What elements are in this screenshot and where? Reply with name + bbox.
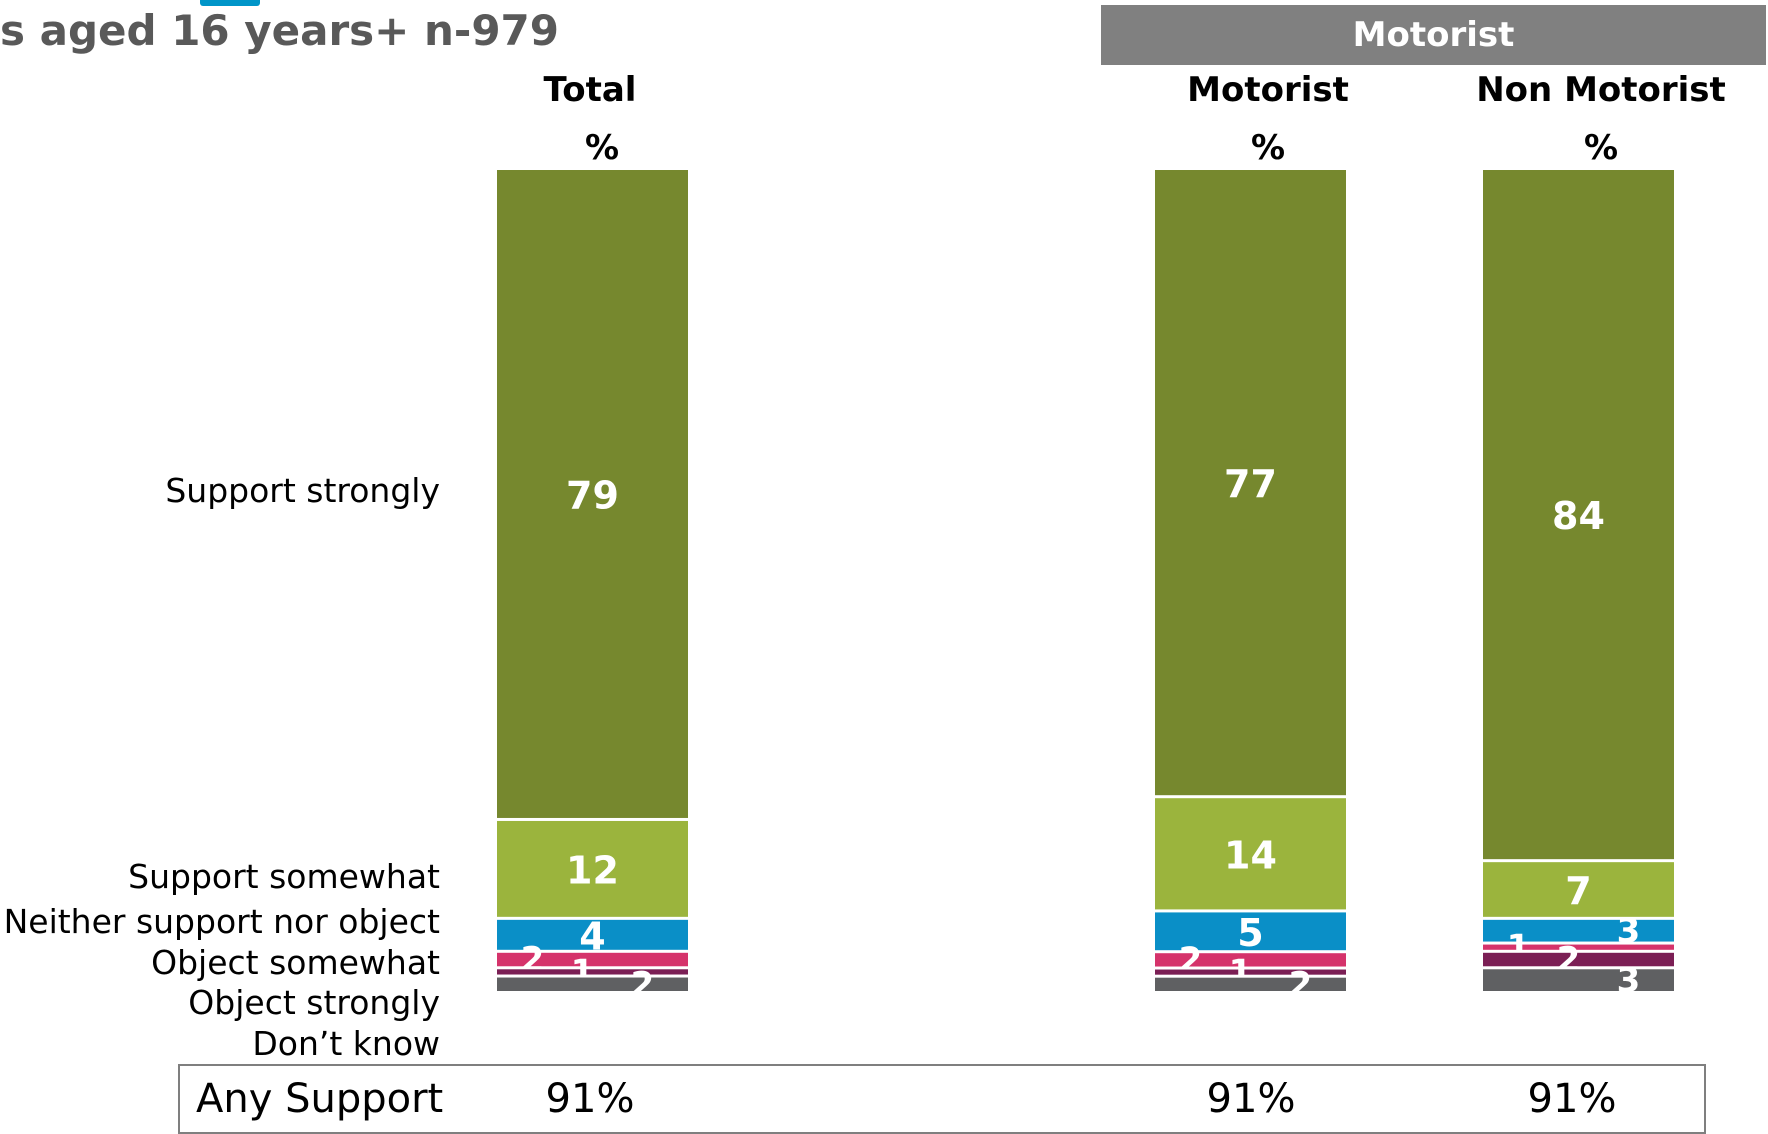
bar-motorist-neither [1155,912,1346,951]
legend-label-support-somewhat: Support somewhat [128,857,440,896]
bar-motorist-object-strongly [1155,969,1346,975]
legend-label-dont-know: Don’t know [252,1024,440,1063]
group-header-motorist: Motorist [1101,5,1766,65]
summary-row-label: Any Support [196,1076,444,1122]
bar-non-motorist-object-somewhat [1483,944,1674,950]
bar-motorist-support-strongly [1155,170,1346,796]
column-title-non-motorist: Non Motorist [1476,70,1726,110]
legend-label-support-strongly: Support strongly [165,471,440,510]
legend-label-object-somewhat: Object somewhat [151,943,440,982]
bar-total-object-strongly [497,969,688,975]
column-unit-motorist: % [1250,128,1286,168]
bar-non-motorist-dont-know [1483,969,1674,991]
legend-label-object-strongly: Object strongly [188,983,440,1022]
group-header-label: Motorist [1352,15,1515,55]
data-label-total-dont-know: 2 [631,965,655,1005]
data-label-total-neither: 4 [579,914,605,958]
data-label-total-support-somewhat: 12 [566,848,619,892]
data-label-non-motorist-dont-know: 3 [1617,961,1641,1001]
data-label-motorist-support-somewhat: 14 [1224,833,1277,877]
bar-non-motorist-support-somewhat [1483,862,1674,917]
bar-total-dont-know [497,977,688,991]
bar-total-neither [497,919,688,950]
data-label-motorist-neither: 5 [1237,911,1263,955]
bar-total-support-somewhat [497,820,688,917]
summary-value-non-motorist: 91% [1527,1076,1617,1122]
summary-value-motorist: 91% [1206,1076,1296,1122]
data-label-motorist-support-strongly: 77 [1224,462,1277,506]
chart-subtitle: s aged 16 years+ n-979 [0,6,560,55]
summary-value-total: 91% [545,1076,635,1122]
legend-label-neither: Neither support nor object [3,902,440,941]
column-unit-total: % [584,128,620,168]
data-label-non-motorist-support-strongly: 84 [1552,494,1605,538]
bar-non-motorist-object-strongly [1483,952,1674,967]
title-accent-bar [200,0,260,6]
bar-motorist-object-somewhat [1155,953,1346,967]
bar-non-motorist-support-strongly [1483,170,1674,860]
bar-total-object-somewhat [497,952,688,967]
data-label-total-support-strongly: 79 [566,473,619,517]
column-unit-non-motorist: % [1583,128,1619,168]
data-label-non-motorist-neither: 3 [1617,911,1641,951]
bar-motorist-support-somewhat [1155,798,1346,910]
bar-motorist-dont-know [1155,977,1346,991]
column-title-motorist: Motorist [1187,70,1349,110]
data-label-motorist-dont-know: 2 [1289,965,1313,1005]
bar-non-motorist-neither [1483,919,1674,942]
bar-total-support-strongly [497,170,688,818]
column-title-total: Total [543,70,637,110]
data-label-non-motorist-support-somewhat: 7 [1565,869,1591,913]
